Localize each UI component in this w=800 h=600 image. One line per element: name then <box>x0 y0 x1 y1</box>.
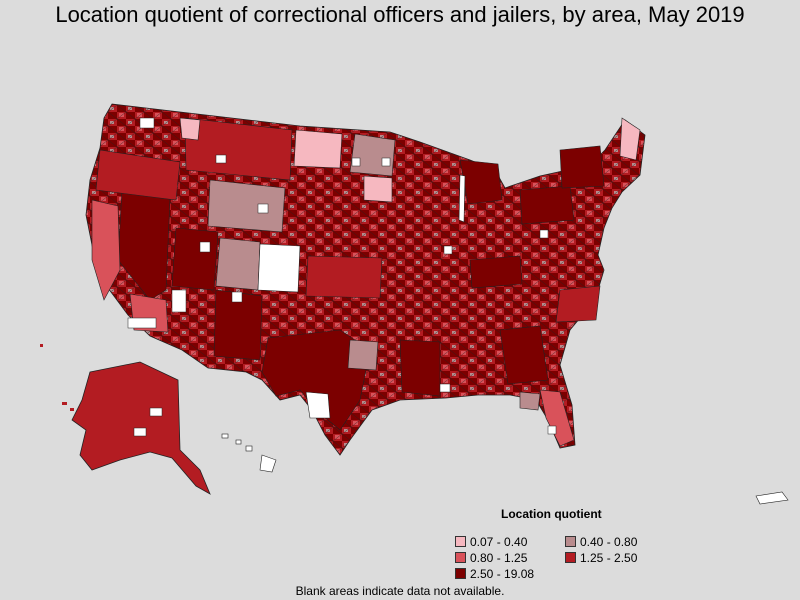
region-utah <box>171 227 219 291</box>
legend-label: 2.50 - 19.08 <box>470 566 535 581</box>
region-pennsylvania <box>519 185 575 225</box>
region-texas-blank <box>305 391 331 419</box>
region-kentucky <box>469 255 523 289</box>
region-minnesota-north <box>349 133 396 177</box>
region-texas <box>261 329 371 431</box>
legend-label: 1.25 - 2.50 <box>580 550 638 565</box>
legend-item-0-80-1-25: 0.80 - 1.25 <box>455 550 565 565</box>
legend-label: 0.07 - 0.40 <box>470 534 528 549</box>
legend-item-2-50-19-08: 2.50 - 19.08 <box>455 566 565 581</box>
hawaii <box>221 433 277 473</box>
region-florida-north <box>519 391 541 411</box>
aleutian-islands <box>40 344 74 411</box>
region-minnesota <box>363 175 393 203</box>
region-colorado-west <box>215 237 261 291</box>
region-new-york <box>559 145 605 189</box>
legend-item-0-40-0-80: 0.40 - 0.80 <box>565 534 665 549</box>
legend-title: Location quotient <box>501 507 602 521</box>
region-mississippi-valley <box>347 339 379 371</box>
footnote: Blank areas indicate data not available. <box>295 584 505 598</box>
region-kansas <box>305 255 383 299</box>
region-maine <box>619 117 641 161</box>
region-overlays <box>91 117 641 447</box>
region-louisiana <box>399 339 441 397</box>
region-georgia <box>499 325 549 385</box>
legend-label: 0.40 - 0.80 <box>580 534 638 549</box>
legend-swatch <box>565 552 576 563</box>
legend-item-0-07-0-40: 0.07 - 0.40 <box>455 534 565 549</box>
map-title: Location quotient of correctional office… <box>55 2 745 27</box>
region-illinois-strip <box>458 174 466 223</box>
region-oregon <box>95 149 181 201</box>
region-new-mexico <box>213 289 263 361</box>
legend-swatch <box>455 552 466 563</box>
legend-swatch <box>565 536 576 547</box>
legend-item-1-25-2-50: 1.25 - 2.50 <box>565 550 665 565</box>
region-idaho-panhandle <box>179 117 201 141</box>
legend-label: 0.80 - 1.25 <box>470 550 528 565</box>
puerto-rico <box>755 491 789 505</box>
region-wyoming <box>207 179 286 233</box>
region-colorado-blank <box>257 243 301 293</box>
map-legend: Location quotient 0.07 - 0.40 0.40 - 0.8… <box>455 507 655 581</box>
legend-swatch <box>455 536 466 547</box>
region-florida <box>539 389 575 447</box>
region-california-coast <box>91 199 121 301</box>
region-michigan <box>459 159 503 205</box>
legend-swatch <box>455 568 466 579</box>
region-montana <box>184 117 293 181</box>
region-carolinas <box>555 285 601 323</box>
no-data-areas <box>127 117 557 437</box>
region-north-dakota <box>293 129 343 169</box>
